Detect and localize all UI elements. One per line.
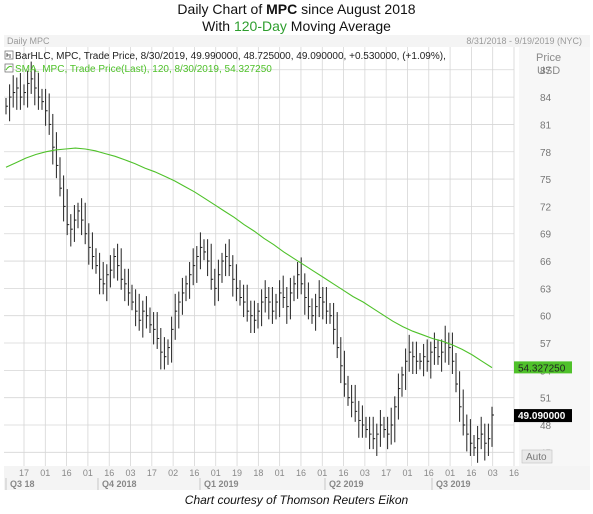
y-tick-label: 60	[540, 312, 552, 323]
chart-header-bar	[4, 35, 590, 47]
chart-caption: Chart courtesy of Thomson Reuters Eikon	[184, 493, 409, 507]
x-tick-label: 01	[211, 468, 221, 478]
auto-scale-label: Auto	[526, 452, 547, 463]
x-tick-label: 16	[189, 468, 199, 478]
last-price-badge: 49.090000	[514, 409, 572, 423]
x-tick-label: 17	[381, 468, 391, 478]
y-tick-label: 75	[540, 175, 552, 186]
y-tick-label: 63	[540, 284, 552, 295]
price-chart[interactable]: Daily MPC 8/31/2018 - 9/19/2019 (NYC) Pr…	[4, 35, 590, 490]
y-tick-label: 57	[540, 339, 552, 350]
subtitle-prefix: With	[202, 18, 234, 34]
x-tick-labels: 17 01 16 01 16 03 17 02 16 01 19 18 01 16 01 16 03 17 01 16…	[19, 468, 519, 478]
chart-panel[interactable]: Daily MPC 8/31/2018 - 9/19/2019 (NYC) Pr…	[4, 35, 590, 490]
x-tick-label: 01	[445, 468, 455, 478]
auto-scale-button[interactable]: Auto	[521, 449, 553, 464]
y-tick-label: 87	[540, 66, 552, 77]
x-tick-label: 17	[147, 468, 157, 478]
x-period-label: Q1 2019	[204, 479, 239, 489]
x-tick-label: 16	[509, 468, 519, 478]
date-range-label: 8/31/2018 - 9/19/2019 (NYC)	[466, 36, 582, 46]
y-tick-label: 66	[540, 257, 552, 268]
bar-legend-label: BarHLC, MPC, Trade Price, 8/30/2019, 49.…	[15, 51, 446, 62]
chart-title-line1: Daily Chart of MPC since August 2018	[0, 0, 593, 18]
price-bars	[5, 61, 494, 463]
y-tick-label: 72	[540, 202, 552, 213]
x-tick-label: 16	[339, 468, 349, 478]
x-tick-label: 01	[83, 468, 93, 478]
x-tick-label: 16	[104, 468, 114, 478]
y-tick-label: 78	[540, 148, 552, 159]
x-period-labels: Q3 18 Q4 2018 Q1 2019 Q2 2019 Q3 2019	[5, 478, 471, 490]
sma-line	[5, 147, 493, 369]
x-tick-label: 01	[317, 468, 327, 478]
x-tick-label: 16	[466, 468, 476, 478]
x-tick-label: 16	[424, 468, 434, 478]
price-axis-title: Price	[536, 52, 561, 64]
x-tick-label: 02	[168, 468, 178, 478]
currency-axis-title: USD	[537, 65, 560, 77]
title-ticker: MPC	[266, 1, 298, 17]
sma-value-text: 54.327250	[518, 363, 566, 374]
y-tick-label: 69	[540, 230, 552, 241]
subtitle-highlight: 120-Day	[233, 18, 287, 34]
x-tick-label: 03	[488, 468, 498, 478]
last-price-text: 49.090000	[518, 411, 566, 422]
title-prefix: Daily Chart of	[177, 1, 267, 17]
x-tick-label: 19	[232, 468, 242, 478]
x-period-label: Q3 18	[10, 479, 35, 489]
title-suffix: since August 2018	[297, 1, 416, 17]
price-axis-panel	[519, 47, 590, 466]
bar-legend-glyph-icon	[6, 53, 11, 58]
x-tick-label: 01	[275, 468, 285, 478]
x-tick-label: 16	[296, 468, 306, 478]
sma-legend-icon	[4, 63, 14, 73]
legend: BarHLC, MPC, Trade Price, 8/30/2019, 49.…	[4, 50, 446, 75]
subtitle-suffix: Moving Average	[286, 18, 391, 34]
chart-header-label: Daily MPC	[7, 36, 50, 46]
sma-legend-glyph-icon	[5, 65, 13, 71]
sma-value-badge: 54.327250	[514, 361, 572, 374]
y-tick-label: 81	[540, 120, 552, 131]
time-axis-panel	[4, 466, 590, 490]
sma-legend-label: SMA, MPC, Trade Price(Last), 120, 8/30/2…	[15, 64, 272, 75]
x-tick-label: 03	[126, 468, 136, 478]
x-tick-label: 01	[40, 468, 50, 478]
chart-title-line2: With 120-Day Moving Average	[0, 17, 593, 35]
x-tick-label: 16	[62, 468, 72, 478]
y-tick-label: 84	[540, 93, 552, 104]
y-tick-label: 51	[540, 394, 552, 405]
x-tick-label: 03	[360, 468, 370, 478]
x-tick-label: 01	[402, 468, 412, 478]
y-axis: 454851545760636669727578818487	[540, 66, 552, 460]
y-tick-label: 48	[540, 421, 552, 432]
x-period-label: Q3 2019	[436, 479, 471, 489]
grid-lines	[4, 47, 515, 466]
x-tick-label: 17	[19, 468, 29, 478]
x-tick-label: 18	[253, 468, 263, 478]
x-period-label: Q2 2019	[329, 479, 364, 489]
x-period-label: Q4 2018	[102, 479, 137, 489]
